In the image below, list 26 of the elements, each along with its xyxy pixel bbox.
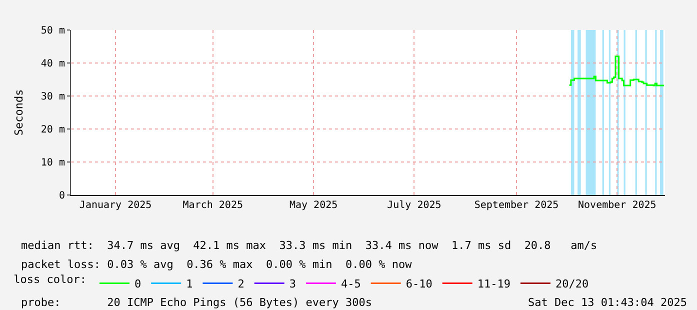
legend-label: 0 bbox=[134, 278, 142, 291]
text: probe: 20 ICMP Echo Pings (56 Bytes) every 300s bbox=[21, 296, 372, 309]
legend-label: 1 bbox=[186, 278, 193, 291]
y-axis-title: Seconds bbox=[12, 89, 26, 136]
legend-label: 4-5 bbox=[340, 278, 361, 291]
y-tick-label: 20 m bbox=[40, 124, 65, 136]
legend-title: loss color: bbox=[14, 273, 86, 286]
x-tick-label: July 2025 bbox=[387, 200, 442, 211]
text: median rtt: 34.7 ms avg 42.1 ms max 33.3 ms min 33.4 ms now 1.7 ms sd 20.8 am/s bbox=[21, 239, 598, 252]
text: Sat Dec 13 01:43:04 2025 bbox=[528, 296, 687, 309]
x-tick-label: May 2025 bbox=[289, 200, 338, 211]
legend-label: 11-19 bbox=[477, 278, 510, 291]
y-tick-label: 0 bbox=[58, 190, 65, 202]
y-tick-label: 30 m bbox=[40, 92, 65, 102]
x-tick-label: March 2025 bbox=[182, 200, 244, 211]
x-tick-label: September 2025 bbox=[474, 200, 559, 211]
x-tick-label: November 2025 bbox=[578, 200, 656, 211]
text: packet loss: 0.03 % avg 0.36 % max 0.00 % min 0.00 % now bbox=[21, 258, 412, 271]
y-tick-label: 50 m bbox=[40, 26, 65, 36]
y-tick-label: 10 m bbox=[40, 158, 65, 168]
y-tick-label: 40 m bbox=[40, 58, 65, 70]
legend-label: 2 bbox=[238, 278, 244, 291]
legend-label: 20/20 bbox=[555, 278, 589, 291]
legend-label: 6-10 bbox=[406, 278, 432, 291]
x-tick-label: January 2025 bbox=[79, 200, 152, 211]
legend-label: 3 bbox=[289, 278, 296, 291]
